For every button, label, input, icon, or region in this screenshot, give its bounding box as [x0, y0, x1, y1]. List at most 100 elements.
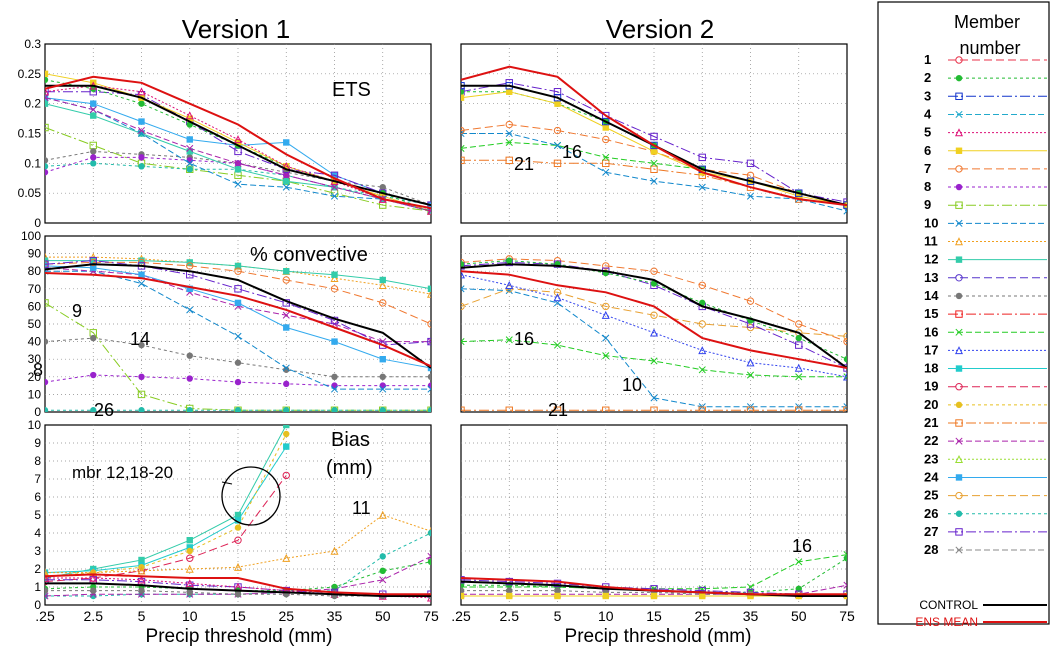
series-member-7-point — [330, 285, 339, 293]
legend-marker — [955, 219, 963, 227]
series-member-3-point — [650, 141, 658, 150]
series-member-22-point — [186, 144, 194, 152]
series-member-25-point — [698, 320, 706, 328]
series-member-14-point — [461, 587, 465, 594]
series-layer — [45, 70, 431, 215]
series-member-14-point — [186, 352, 193, 359]
series-member-2-point — [461, 88, 465, 95]
series-member-22-point — [89, 106, 97, 114]
series-member-26-point — [45, 163, 49, 170]
series-member-16-point — [795, 373, 803, 381]
legend-marker — [955, 92, 963, 100]
series-member-27-point — [505, 577, 513, 586]
series-member-7-point — [843, 337, 847, 346]
series-member-22-point — [234, 159, 242, 167]
legend-item-6: 6 — [924, 143, 1047, 158]
series-member-21-point — [650, 165, 658, 174]
series-member-5-point — [137, 87, 146, 96]
series-member-25-point — [650, 311, 658, 319]
series-member-7-point — [698, 281, 706, 289]
series-member-2-point — [138, 100, 145, 107]
series-member-8-point — [186, 375, 193, 382]
series-member-14-point — [234, 591, 242, 598]
series-member-27-point — [650, 132, 658, 141]
series-ens-mean — [45, 272, 431, 368]
series-member-18-line — [45, 446, 287, 574]
series-member-10-point — [282, 364, 290, 372]
legend-marker — [955, 365, 963, 372]
series-member-14-line — [45, 337, 431, 378]
series-member-18-point — [283, 443, 290, 450]
series-member-7-point — [553, 126, 562, 135]
annot-conv-v1-26: 26 — [94, 400, 114, 420]
legend-marker — [955, 274, 963, 282]
annot-ets-v2-16: 16 — [562, 142, 582, 162]
y-tick-label: 50 — [28, 317, 42, 331]
series-member-12-point — [379, 276, 386, 284]
x-tick-label: 2.5 — [500, 608, 520, 624]
legend-item-label: 22 — [924, 433, 938, 448]
legend-marker — [955, 328, 963, 336]
series-ens-mean-line — [45, 573, 431, 596]
series-member-5-point — [89, 573, 98, 582]
series-member-2-point — [795, 334, 802, 342]
legend-marker — [955, 383, 963, 391]
legend-item-label: 27 — [924, 524, 938, 539]
legend-marker — [955, 419, 963, 427]
series-member-10-point — [650, 394, 658, 402]
series-member-5-point — [233, 135, 243, 144]
series-layer — [461, 65, 847, 215]
series-member-11-point — [378, 280, 387, 289]
series-ens-mean-line — [45, 75, 431, 210]
series-member-25-point — [553, 288, 562, 297]
series-member-19-point — [282, 471, 290, 480]
legend-item-21: 21 — [924, 415, 1047, 430]
series-member-2-line — [461, 260, 847, 360]
series-member-16-point — [650, 159, 658, 167]
x-tick-label: 5 — [554, 608, 562, 624]
y-tick-label: 80 — [28, 264, 42, 278]
series-member-11-point — [330, 546, 339, 555]
series-member-14-point — [554, 587, 561, 594]
series-member-22-point — [282, 311, 290, 319]
series-ens-mean — [461, 270, 847, 369]
legend-item-8: 8 — [924, 179, 1047, 194]
legend-item-20: 20 — [924, 397, 1047, 412]
series-member-16-point — [650, 357, 658, 365]
legend-marker — [955, 401, 963, 409]
series-member-8-point — [427, 382, 431, 389]
series-member-26 — [45, 407, 431, 412]
series-member-2-point — [461, 260, 465, 268]
series-member-12-point — [186, 148, 193, 155]
series-member-17-point — [553, 293, 562, 302]
y-tick-label: 0.25 — [18, 67, 42, 81]
series-member-16-point — [602, 153, 610, 161]
series-member-14-point — [331, 373, 338, 380]
series-member-6-point — [506, 592, 513, 600]
series-member-16-point — [461, 338, 465, 346]
series-member-20-line — [45, 433, 287, 577]
series-member-11-point — [233, 562, 243, 571]
series-member-21-point — [698, 406, 706, 412]
series-member-12-point — [283, 425, 290, 429]
legend-item-label: 17 — [924, 342, 938, 357]
series-member-20-point — [234, 524, 242, 531]
legend-marker — [954, 346, 964, 355]
legend-item-26: 26 — [924, 506, 1047, 521]
legend-marker — [954, 237, 964, 246]
series-member-24-point — [331, 338, 338, 345]
legend-item-label: 5 — [924, 125, 931, 140]
series-member-26-point — [186, 166, 193, 173]
y-tick-label: 3 — [34, 544, 41, 558]
series-member-16-point — [461, 144, 465, 152]
series-control — [45, 263, 431, 369]
series-member-6-point — [699, 592, 706, 600]
series-member-7-point — [379, 299, 387, 307]
x-tick-label: 10 — [182, 608, 198, 624]
series-member-22-point — [330, 183, 339, 191]
legend-item-label: 8 — [924, 179, 931, 194]
series-member-10-point — [843, 403, 847, 411]
panel-ets_v1: 0 0.05 0.1 0.15 0.2 0.25 0.3 — [18, 37, 432, 230]
series-member-6-point — [554, 100, 561, 107]
legend-marker — [955, 74, 963, 82]
